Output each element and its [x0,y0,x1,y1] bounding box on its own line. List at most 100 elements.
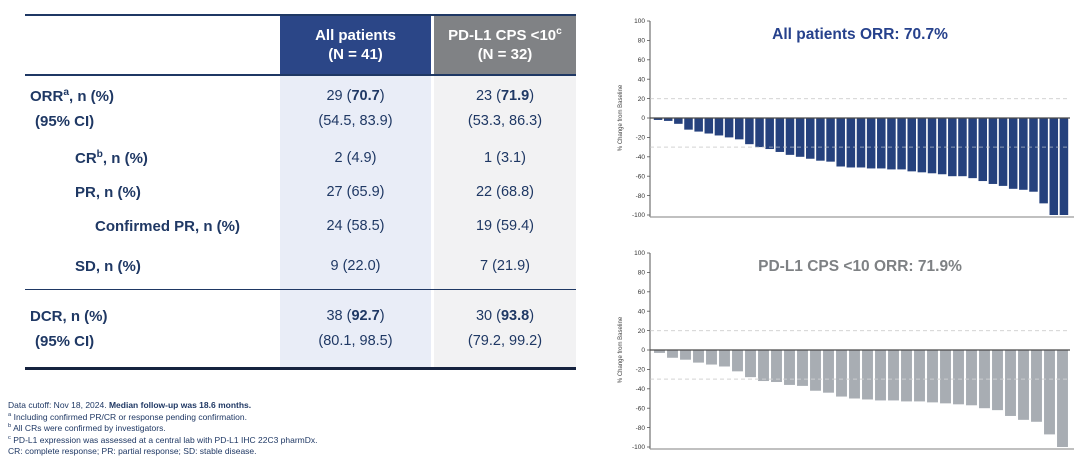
waterfall-bar [795,118,805,157]
waterfall-bar [914,350,925,402]
waterfall-bar [968,118,977,179]
row-label-line: DCR, n (%) [30,307,108,325]
y-tick-label: 0 [641,115,645,122]
value-line: 27 (65.9) [326,183,385,200]
table-row: SD, n (%) 9 (22.0) 7 (21.9) [25,243,576,290]
waterfall-bar [927,350,938,403]
row-label-line: ORRa, n (%) [30,87,115,105]
waterfall-bar [719,350,730,367]
column-header-label: PD-L1 CPS <10c [448,26,562,44]
value-line: (80.1, 98.5) [318,332,393,349]
value-line: 1 (3.1) [484,150,526,166]
y-tick-label: -100 [632,444,645,451]
waterfall-bar [937,118,947,175]
column-header-sublabel: (N = 32) [477,46,533,63]
footnote-line: b All CRs were confirmed by investigator… [8,423,166,433]
waterfall-bar [927,118,937,174]
table-value-cell: 2 (4.9) [280,142,431,175]
waterfall-bar [1018,350,1029,420]
table-column-header: PD-L1 CPS <10c (N = 32) [434,16,576,74]
value-line: 7 (21.9) [480,257,530,274]
chart-title-pdl1-cps-lt10: PD-L1 CPS <10 ORR: 71.9% [758,258,962,275]
waterfall-bar [653,118,663,120]
bold-value: 93.8 [500,307,530,324]
table-value-cell: 23 (71.9) (53.3, 86.3) [434,76,576,142]
waterfall-bar [724,118,734,138]
row-label-cell: Confirmed PR, n (%) [25,209,280,243]
superscript: c [8,434,11,441]
waterfall-bar [836,350,847,397]
superscript: b [96,149,103,160]
waterfall-bar [1019,118,1028,190]
waterfall-bar [667,350,678,358]
waterfall-bar [836,118,845,167]
waterfall-bar [1008,118,1018,189]
value-line: 2 (4.9) [334,150,377,166]
value-line: (54.5, 83.9) [318,113,393,129]
waterfall-bar [1029,118,1038,192]
waterfall-bar [693,350,704,363]
y-tick-label: -80 [636,425,646,432]
waterfall-bar [1031,350,1042,422]
waterfall-bar [654,350,665,353]
y-tick-label: -20 [636,367,646,374]
waterfall-bar [992,350,1003,411]
waterfall-bar [694,118,703,132]
waterfall-bar [1039,118,1048,204]
waterfall-bar [765,118,774,150]
table-value-cell: 7 (21.9) [434,243,576,289]
table-row: ORRa, n (%) (95% CI) 29 (70.7) (54.5, 83.9)… [25,76,576,142]
waterfall-bar [775,118,785,152]
waterfall-svg: 100 80 60 40 20 0 -20 -40 -60 -80 -100 % Change fro… [618,250,1074,451]
waterfall-bar [714,118,724,136]
table-header-row: All patients (N = 41) PD-L1 CPS <10c (N = 3… [25,16,576,76]
waterfall-bar [856,118,866,168]
waterfall-bar [917,118,927,173]
row-label-line: CRb, n (%) [75,149,148,167]
table-column-header: All patients (N = 41) [280,16,431,74]
waterfall-bar [823,350,834,393]
table-row: CRb, n (%) 2 (4.9) 1 (3.1) [25,142,576,175]
superscript: a [63,87,70,98]
waterfall-bar [784,350,795,385]
table-value-cell: 27 (65.9) [280,175,431,209]
value-line: 29 (70.7) [326,88,385,104]
row-label-line: SD, n (%) [75,257,141,275]
y-tick-label: 20 [638,328,646,335]
waterfall-bar [897,118,906,170]
value-line: 19 (59.4) [475,217,535,234]
waterfall-bar [846,118,856,168]
footnote-text: Data cutoff: Nov 18, 2024. [8,400,109,410]
waterfall-bar [816,118,825,161]
value-line: 22 (68.8) [475,183,535,200]
value-line: 23 (71.9) [475,88,535,104]
waterfall-bar [704,118,714,134]
waterfall-bar [706,350,717,365]
waterfall-bar [785,118,795,155]
waterfall-bar [1044,350,1055,435]
waterfall-bar [988,118,998,184]
table-value-cell: 30 (93.8) (79.2, 99.2) [434,290,576,367]
superscript: b [8,423,12,430]
waterfall-bar [1057,350,1068,447]
waterfall-bar [958,118,967,177]
waterfall-bar [758,350,769,382]
value-line: (53.3, 86.3) [467,113,543,129]
value-line: (79.2, 99.2) [467,332,543,349]
waterfall-bar [1005,350,1016,416]
y-tick-label: 80 [638,38,646,45]
waterfall-bar [998,118,1008,186]
row-label-cell: SD, n (%) [25,243,280,289]
row-label-line: (95% CI) [35,113,95,130]
row-label-line: Confirmed PR, n (%) [95,217,241,235]
y-tick-label: 60 [638,289,646,296]
table-header-blank-cell [25,16,280,74]
response-table: All patients (N = 41) PD-L1 CPS <10c (N = 3… [25,14,576,370]
waterfall-bar [875,350,886,401]
row-label-line: PR, n (%) [75,183,141,201]
row-label-cell: PR, n (%) [25,175,280,209]
table-value-cell: 24 (58.5) [280,209,431,243]
value-line: 24 (58.5) [326,217,385,234]
y-tick-label: -40 [636,386,646,393]
superscript: c [556,26,562,37]
